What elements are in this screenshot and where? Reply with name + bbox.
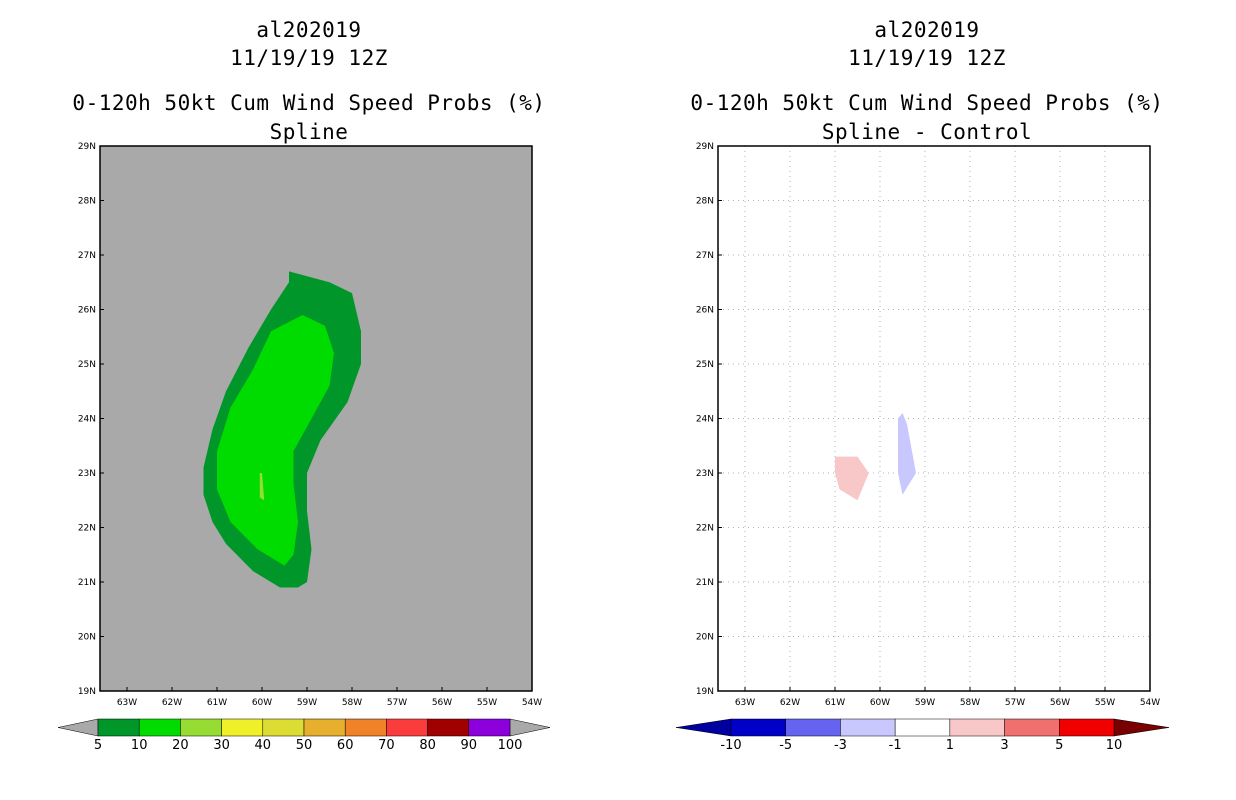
right-colorbar-label: -1 — [889, 738, 902, 753]
left-chart-subtitle: Spline — [269, 120, 349, 144]
left-colorbar-label: 60 — [337, 738, 354, 753]
right-x-tick-label: 60W — [870, 698, 890, 708]
left-chart-title: 0-120h 50kt Cum Wind Speed Probs (%) — [72, 91, 546, 115]
left-colorbar-swatch — [221, 718, 264, 737]
left-colorbar-swatch — [468, 718, 511, 737]
right-y-tick-label: 21N — [696, 578, 714, 588]
left-y-tick-label: 23N — [78, 469, 96, 479]
right-y-tick-label: 26N — [696, 306, 714, 316]
left-colorbar-swatch — [262, 718, 305, 737]
left-y-tick-label: 22N — [78, 524, 96, 534]
left-colorbar-label: 20 — [172, 738, 189, 753]
right-y-tick-label: 29N — [696, 142, 714, 152]
left-colorbar-label: 30 — [213, 738, 230, 753]
left-y-tick-label: 26N — [78, 306, 96, 316]
left-x-tick-label: 62W — [162, 698, 182, 708]
right-colorbar-swatch — [1004, 718, 1060, 737]
left-colorbar-swatch — [344, 718, 387, 737]
left-colorbar-swatch — [97, 718, 140, 737]
right-x-tick-label: 61W — [825, 698, 845, 708]
right-colorbar-label: 5 — [1055, 738, 1063, 753]
right-colorbar-swatch — [894, 718, 951, 737]
left-datetime: 11/19/19 12Z — [230, 46, 388, 70]
left-colorbar-label: 40 — [255, 738, 272, 753]
left-x-tick-label: 55W — [477, 698, 497, 708]
left-x-tick-label: 57W — [387, 698, 407, 708]
left-y-tick-label: 24N — [78, 415, 96, 425]
left-contour-20-30 — [259, 473, 265, 501]
right-y-tick-label: 23N — [696, 469, 714, 479]
left-x-tick-label: 63W — [117, 698, 137, 708]
left-colorbar-swatch — [180, 718, 222, 737]
right-chart-title: 0-120h 50kt Cum Wind Speed Probs (%) — [690, 91, 1164, 115]
right-y-tick-label: 25N — [696, 360, 714, 370]
left-y-tick-label: 19N — [78, 687, 96, 697]
right-x-tick-label: 56W — [1050, 698, 1070, 708]
left-storm-id: al202019 — [256, 18, 362, 42]
right-x-tick-label: 57W — [1005, 698, 1025, 708]
left-colorbar-swatch — [303, 718, 346, 737]
right-storm-id: al202019 — [874, 18, 980, 42]
left-y-tick-label: 27N — [78, 251, 96, 261]
right-y-tick-label: 22N — [696, 524, 714, 534]
right-colorbar-swatch — [840, 718, 896, 737]
right-colorbar-swatch — [730, 718, 786, 737]
left-y-tick-label: 25N — [78, 360, 96, 370]
right-colorbar-label: -10 — [720, 738, 741, 753]
left-contour-10-20 — [217, 315, 334, 566]
left-y-tick-label: 20N — [78, 633, 96, 643]
right-x-tick-label: 54W — [1140, 698, 1160, 708]
left-colorbar-label: 50 — [296, 738, 313, 753]
right-x-tick-label: 62W — [780, 698, 800, 708]
left-colorbar-swatch — [386, 718, 428, 737]
left-x-tick-label: 60W — [252, 698, 272, 708]
left-colorbar-label: 100 — [498, 738, 523, 753]
left-colorbar-swatch — [138, 718, 181, 737]
left-colorbar-label: 70 — [378, 738, 395, 753]
left-x-tick-label: 54W — [522, 698, 542, 708]
right-contour-1-3 — [835, 456, 869, 501]
right-colorbar-high-arrow — [1113, 718, 1170, 737]
left-colorbar-label: 10 — [131, 738, 148, 753]
left-x-tick-label: 59W — [297, 698, 317, 708]
left-y-tick-label: 29N — [78, 142, 96, 152]
right-x-tick-label: 63W — [735, 698, 755, 708]
right-colorbar-low-arrow — [675, 718, 732, 737]
right-x-tick-label: 59W — [915, 698, 935, 708]
right-colorbar-swatch — [785, 718, 841, 737]
right-y-tick-label: 20N — [696, 633, 714, 643]
right-colorbar-label: -3 — [834, 738, 847, 753]
right-contour--3--1 — [898, 413, 916, 495]
right-datetime: 11/19/19 12Z — [848, 46, 1006, 70]
right-colorbar-label: -5 — [779, 738, 792, 753]
left-x-tick-label: 61W — [207, 698, 227, 708]
right-colorbar-swatch — [949, 718, 1005, 737]
right-chart-subtitle: Spline - Control — [821, 120, 1033, 144]
right-y-tick-label: 19N — [696, 687, 714, 697]
right-y-tick-label: 24N — [696, 415, 714, 425]
left-y-tick-label: 21N — [78, 578, 96, 588]
left-colorbar-high-arrow — [509, 718, 551, 737]
right-colorbar-label: 1 — [946, 738, 954, 753]
right-y-tick-label: 27N — [696, 251, 714, 261]
right-colorbar-label: 3 — [1000, 738, 1008, 753]
left-x-tick-label: 58W — [342, 698, 362, 708]
right-y-tick-label: 28N — [696, 197, 714, 207]
left-colorbar-label: 90 — [461, 738, 478, 753]
left-y-tick-label: 28N — [78, 197, 96, 207]
left-colorbar-low-arrow — [57, 718, 99, 737]
left-colorbar-label: 5 — [94, 738, 102, 753]
left-colorbar-label: 80 — [419, 738, 436, 753]
right-x-tick-label: 55W — [1095, 698, 1115, 708]
left-x-tick-label: 56W — [432, 698, 452, 708]
right-colorbar-swatch — [1059, 718, 1115, 737]
left-colorbar-swatch — [427, 718, 470, 737]
right-x-tick-label: 58W — [960, 698, 980, 708]
right-colorbar-label: 10 — [1106, 738, 1123, 753]
